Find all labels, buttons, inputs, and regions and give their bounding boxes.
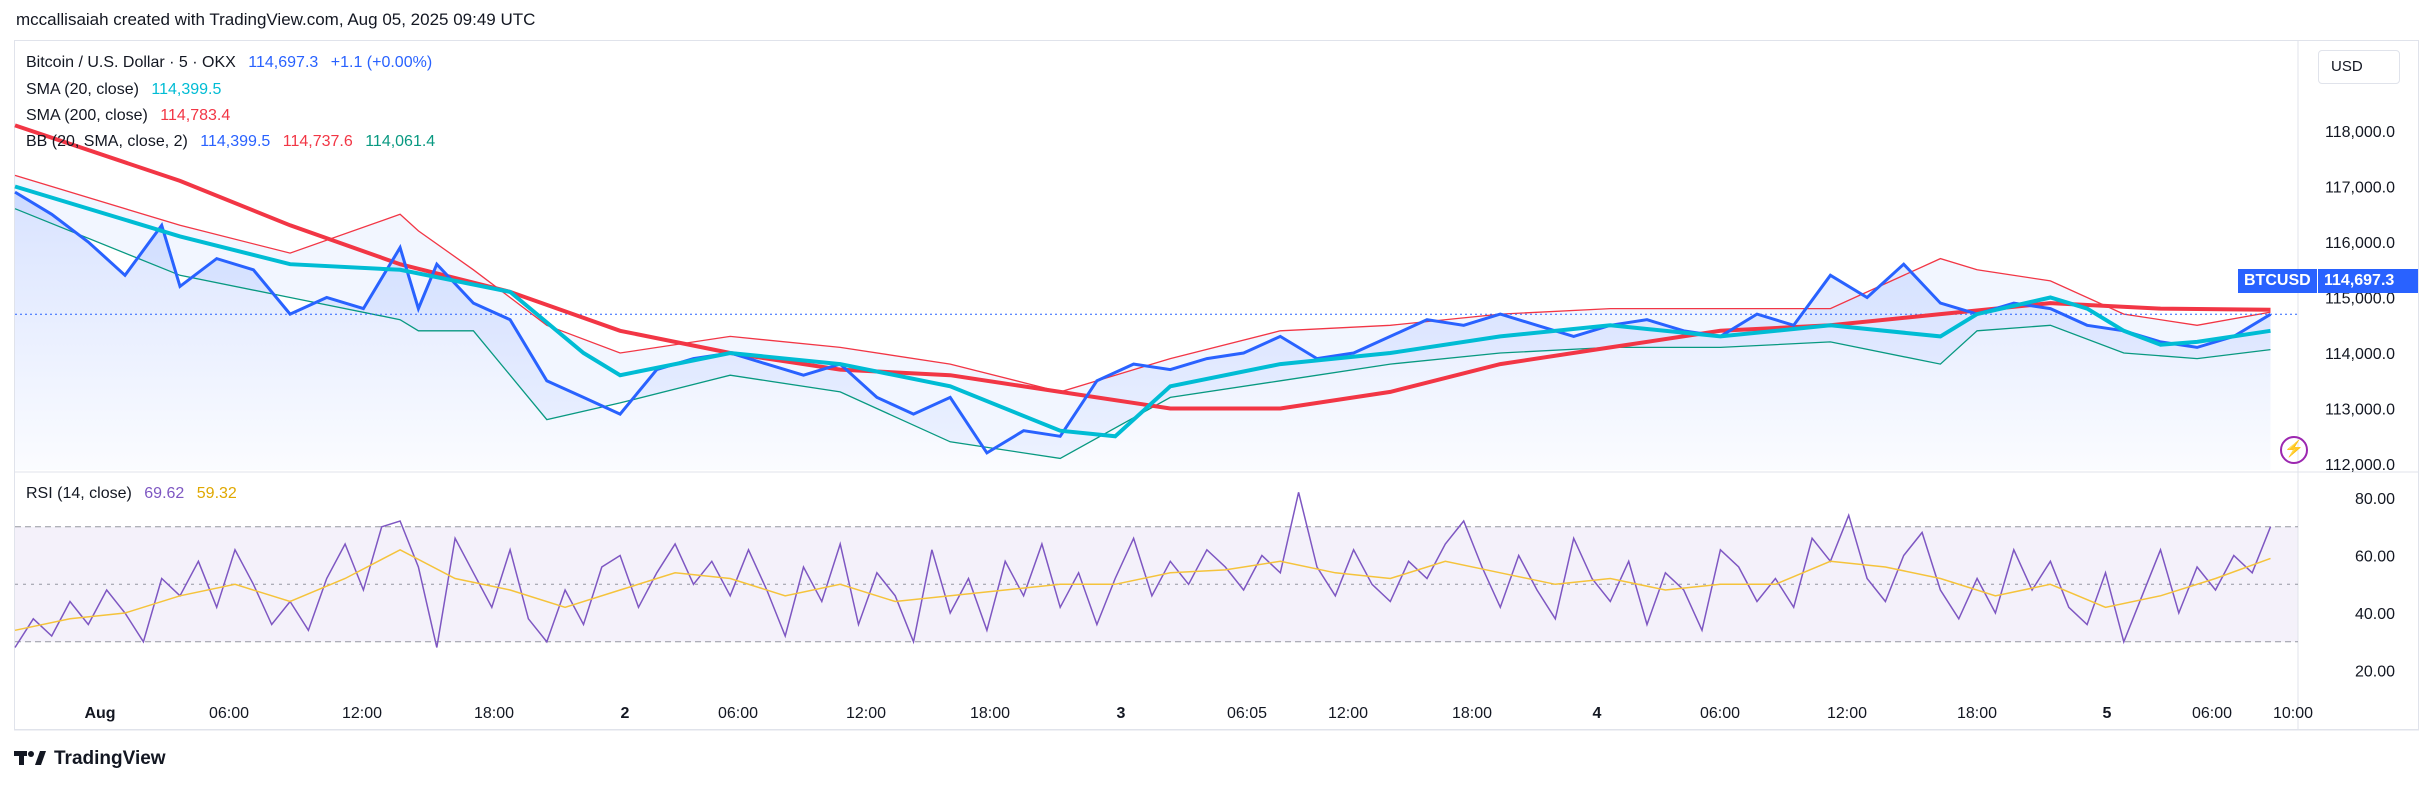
grid-layer <box>14 40 2419 731</box>
time-axis-tick-label: 18:00 <box>1452 705 1492 722</box>
alert-lightning-icon[interactable]: ⚡ <box>2280 436 2308 464</box>
time-axis-tick-label: 06:00 <box>209 705 249 722</box>
bollinger-fill <box>15 175 2271 459</box>
rsi-label: RSI (14, close) <box>26 485 132 502</box>
sma20-legend[interactable]: SMA (20, close) 114,399.5 <box>26 81 221 99</box>
rsi-pane <box>14 492 2298 648</box>
time-axis-tick-label: 18:00 <box>474 705 514 722</box>
time-axis-tick-label: 10:00 <box>2273 705 2313 722</box>
sma20-line <box>14 184 2271 439</box>
price-area-fill <box>15 192 2271 470</box>
time-axis-tick-label: 06:00 <box>2192 705 2232 722</box>
time-axis-tick-label: 06:00 <box>1700 705 1740 722</box>
symbol-title: Bitcoin / U.S. Dollar · 5 · OKX <box>26 54 236 71</box>
sma20-value: 114,399.5 <box>151 81 222 98</box>
price-change-legend: +1.1 (+0.00%) <box>330 54 433 71</box>
last-price-tag: 114,697.3 <box>2318 269 2418 293</box>
sma200-value: 114,783.4 <box>160 107 231 124</box>
tradingview-logo[interactable]: TradingView <box>14 748 166 770</box>
rsi-band-background <box>15 526 2298 642</box>
chart-caption: mccallisaiah created with TradingView.co… <box>16 10 536 29</box>
time-axis-tick-label: 06:00 <box>718 705 758 722</box>
main-legend[interactable]: Bitcoin / U.S. Dollar · 5 · OKX 114,697.… <box>26 54 432 72</box>
currency-button[interactable]: USD <box>2318 50 2400 84</box>
rsi-axis-tick-label: 20.00 <box>2355 664 2395 681</box>
bb-label: BB (20, SMA, close, 2) <box>26 133 188 150</box>
price-pane <box>14 123 2298 470</box>
price-axis-tick-label: 117,000.0 <box>2325 180 2395 197</box>
bollinger-upper-line <box>14 174 2271 393</box>
bb-basis-value: 114,399.5 <box>200 133 271 150</box>
rsi-legend[interactable]: RSI (14, close) 69.62 59.32 <box>26 485 237 503</box>
sma200-line <box>14 123 2271 411</box>
rsi-ma-line <box>14 548 2271 632</box>
rsi-value: 69.62 <box>144 485 185 502</box>
price-axis-tick-label: 114,000.0 <box>2325 346 2395 363</box>
time-axis-tick-label: 12:00 <box>846 705 886 722</box>
price-axis-tick-label: 118,000.0 <box>2325 124 2395 141</box>
rsi-axis-tick-label: 60.00 <box>2355 549 2395 566</box>
time-axis-tick-label: 12:00 <box>1827 705 1867 722</box>
price-axis-tick-label: 116,000.0 <box>2325 235 2395 252</box>
rsi-line <box>14 492 2272 648</box>
rsi-ma-value: 59.32 <box>196 485 237 502</box>
bb-lower-value: 114,061.4 <box>365 133 436 150</box>
brand-name: TradingView <box>54 748 166 769</box>
rsi-axis-tick-label: 40.00 <box>2355 606 2395 623</box>
time-axis-tick-label: Aug <box>84 705 115 722</box>
time-axis-tick-label: 2 <box>621 705 630 722</box>
rsi-axis-tick-label: 80.00 <box>2355 491 2395 508</box>
symbol-tag: BTCUSD <box>2238 269 2317 293</box>
rsi-band-layer <box>15 526 2298 642</box>
sma200-label: SMA (200, close) <box>26 107 148 124</box>
time-axis-tick-label: 12:00 <box>1328 705 1368 722</box>
time-axis-tick-label: 18:00 <box>970 705 1010 722</box>
time-axis-tick-label: 5 <box>2103 705 2112 722</box>
last-price-legend: 114,697.3 <box>248 54 319 71</box>
price-axis-tick-label: 115,000.0 <box>2325 291 2395 308</box>
time-axis-tick-label: 06:05 <box>1227 705 1267 722</box>
axis-labels: 112,000.0 113,000.0 114,000.0 115,000.0 116,… <box>84 124 2395 722</box>
sma200-legend[interactable]: SMA (200, close) 114,783.4 <box>26 107 230 125</box>
time-axis-tick-label: 12:00 <box>342 705 382 722</box>
price-line <box>14 190 2272 455</box>
bb-upper-value: 114,737.6 <box>282 133 353 150</box>
bb-legend[interactable]: BB (20, SMA, close, 2) 114,399.5 114,737… <box>26 133 435 151</box>
time-axis-tick-label: 4 <box>1593 705 1602 722</box>
time-axis-tick-label: 3 <box>1117 705 1126 722</box>
time-axis-tick-label: 18:00 <box>1957 705 1997 722</box>
sma20-label: SMA (20, close) <box>26 81 139 98</box>
price-axis-tick-label: 112,000.0 <box>2325 457 2395 474</box>
tradingview-logo-icon <box>14 751 46 765</box>
bollinger-lower-line <box>14 208 2271 460</box>
price-axis-tick-label: 113,000.0 <box>2325 402 2395 419</box>
